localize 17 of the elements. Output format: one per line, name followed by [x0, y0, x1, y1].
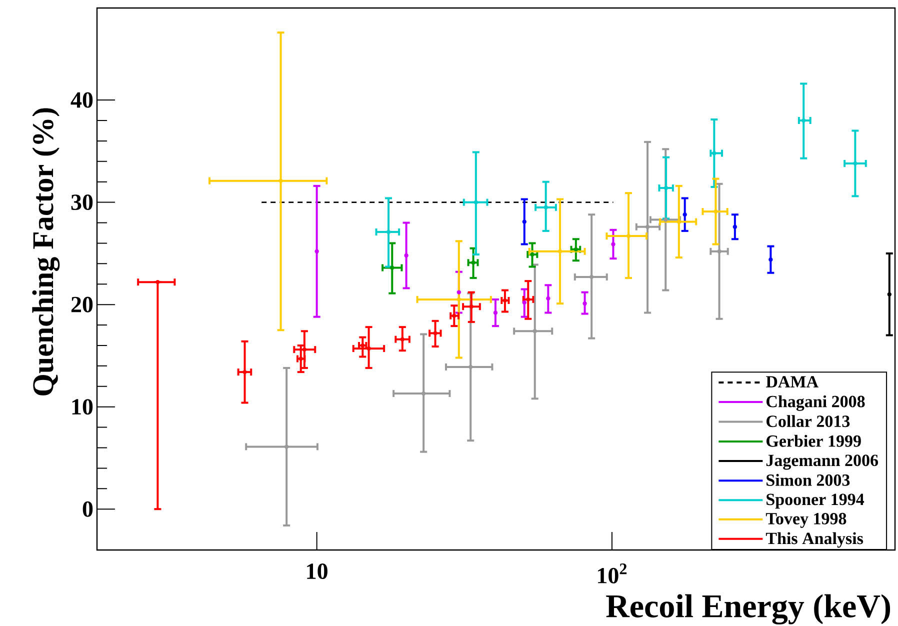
legend-label: Simon 2003: [766, 474, 850, 486]
y-tick-label: 0: [82, 501, 93, 517]
y-tick-label: 40: [70, 92, 93, 108]
legend-label: Spooner 1994: [766, 494, 864, 509]
x-tick-label: 10$^{2}$: [598, 564, 627, 584]
legend-label: Chagani 2008: [766, 395, 865, 411]
y-axis-title: Quenching Factor (%): [32, 108, 60, 396]
legend-label: Gerbier 1999: [766, 434, 861, 447]
legend-label: DAMA: [766, 376, 818, 388]
y-tick-label: 20: [71, 296, 93, 312]
legend-label: This Analysis: [766, 532, 864, 548]
y-tick-label: 10: [72, 399, 93, 415]
legend-label: Tovey 1998: [766, 512, 846, 528]
x-axis-title: Recoil Energy (keV): [606, 594, 890, 624]
legend-label: Jagemann 2006: [766, 454, 878, 470]
legend-label: Collar 2013: [766, 415, 850, 428]
y-tick-label: 30: [71, 194, 93, 210]
